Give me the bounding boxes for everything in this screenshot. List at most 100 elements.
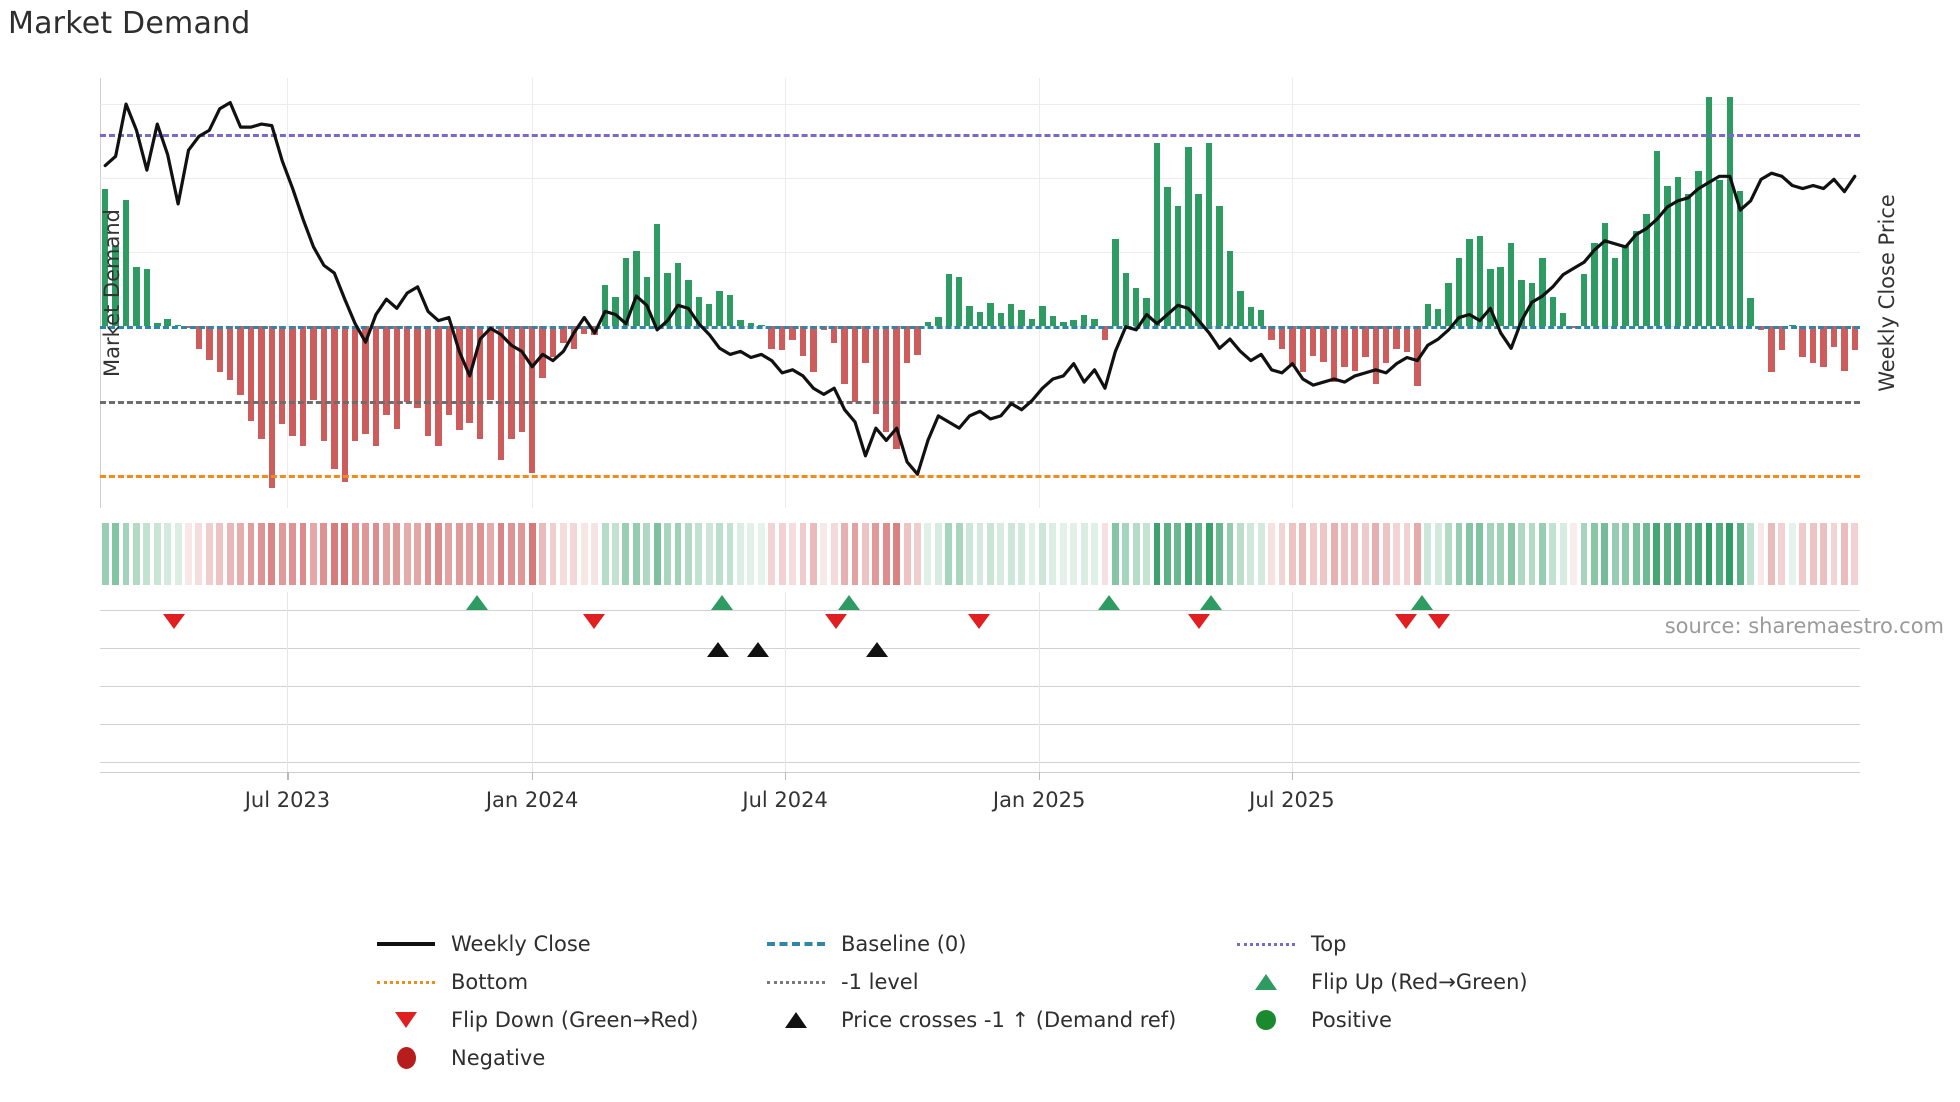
legend-label: Positive — [1311, 1008, 1392, 1032]
gridline-v — [785, 78, 787, 508]
heat-cell — [1153, 523, 1161, 585]
demand-bar — [1320, 326, 1327, 362]
legend-marker — [1235, 934, 1297, 954]
legend-item[interactable]: Positive — [1235, 1008, 1625, 1032]
demand-bar — [622, 258, 630, 327]
heat-cell — [1424, 523, 1432, 585]
heat-cell — [1736, 523, 1744, 585]
flip-up-marker — [837, 595, 860, 610]
minus-one-reference-line — [100, 400, 1860, 404]
heat-cell — [653, 523, 661, 585]
heat-cell — [1580, 523, 1588, 585]
heat-cell — [986, 523, 994, 585]
demand-bar — [435, 326, 442, 447]
demand-bar — [518, 326, 525, 432]
legend-item[interactable]: Price crosses -1 ↑ (Demand ref) — [765, 1008, 1235, 1032]
flip-down-marker — [582, 614, 605, 629]
demand-bar — [1080, 314, 1088, 327]
heat-cell — [1466, 523, 1473, 585]
heat-cell — [268, 523, 276, 585]
demand-bar — [258, 326, 265, 440]
legend-item[interactable]: Top — [1235, 932, 1625, 956]
legend-marker — [765, 972, 827, 992]
heat-cell — [393, 523, 401, 585]
demand-bar — [143, 268, 151, 327]
legend-item[interactable]: Negative — [375, 1046, 765, 1070]
heat-cell — [299, 523, 307, 585]
legend-item[interactable]: Flip Up (Red→Green) — [1235, 970, 1625, 994]
demand-bar — [799, 326, 807, 356]
gridline-v — [287, 78, 289, 508]
legend-item[interactable]: Flip Down (Green→Red) — [375, 1008, 765, 1032]
heat-cell — [466, 523, 474, 585]
heat-cell — [1143, 523, 1151, 585]
heat-cell — [351, 523, 359, 585]
heat-cell — [435, 523, 442, 585]
demand-bar — [1278, 326, 1286, 349]
marker-gridline — [100, 610, 1860, 612]
heat-cell — [570, 523, 578, 585]
demand-bar — [1362, 326, 1369, 358]
heat-cell — [1341, 523, 1348, 585]
heat-cell — [101, 523, 109, 585]
demand-bar — [1632, 231, 1640, 327]
demand-bar — [674, 262, 682, 327]
heat-cell — [664, 523, 671, 585]
heat-cell — [1663, 523, 1671, 585]
demand-bar — [528, 326, 536, 474]
legend-item[interactable]: Bottom — [375, 970, 765, 994]
demand-bar — [154, 322, 161, 327]
heat-cell — [143, 523, 151, 585]
heat-cell — [1257, 523, 1265, 585]
demand-bar — [872, 326, 880, 414]
heat-cell — [841, 523, 849, 585]
demand-bar — [1820, 326, 1827, 368]
x-tick-mark — [287, 772, 289, 780]
demand-bar — [216, 326, 223, 373]
heat-cell — [1528, 523, 1536, 585]
demand-bar — [101, 189, 109, 327]
demand-bar — [903, 326, 911, 364]
heat-cell — [528, 523, 536, 585]
x-tick-label: Jan 2024 — [485, 788, 579, 812]
demand-bar — [1195, 194, 1202, 327]
heat-cell — [1164, 523, 1171, 585]
heat-cell — [1653, 523, 1661, 585]
heat-cell — [591, 523, 599, 585]
heat-cell — [1851, 523, 1859, 585]
heat-cell — [1684, 523, 1692, 585]
demand-bar — [1799, 326, 1806, 358]
heat-cell — [1372, 523, 1380, 585]
legend-item[interactable]: -1 level — [765, 970, 1235, 994]
demand-bar — [789, 326, 796, 340]
demand-bar — [414, 326, 421, 408]
demand-bar — [778, 326, 786, 351]
demand-bar — [1518, 280, 1525, 327]
heat-cell — [726, 523, 734, 585]
flip-up-triangle-icon — [1255, 974, 1277, 990]
demand-bar — [1341, 326, 1348, 368]
demand-bar — [955, 277, 963, 327]
right-axis-label: Weekly Close Price — [1875, 194, 1900, 392]
heat-cell — [278, 523, 286, 585]
demand-bar — [810, 326, 817, 373]
marker-gridline-v — [1039, 592, 1041, 772]
heat-cell — [341, 523, 349, 585]
heat-cell — [997, 523, 1005, 585]
heat-cell — [1184, 523, 1192, 585]
demand-bar — [1487, 268, 1494, 327]
heat-cell — [976, 523, 984, 585]
heat-cell — [924, 523, 932, 585]
heat-cell — [851, 523, 859, 585]
heat-cell — [1768, 523, 1775, 585]
heat-cell — [1486, 523, 1494, 585]
heat-cell — [289, 523, 297, 585]
legend-item[interactable]: Baseline (0) — [765, 932, 1235, 956]
heat-cell — [518, 523, 526, 585]
page-title: Market Demand — [8, 6, 251, 41]
flip-down-marker — [1394, 614, 1417, 629]
x-tick-mark — [1039, 772, 1041, 780]
demand-bar — [987, 302, 994, 327]
legend-item[interactable]: Weekly Close — [375, 932, 765, 956]
heat-cell — [1559, 523, 1567, 585]
